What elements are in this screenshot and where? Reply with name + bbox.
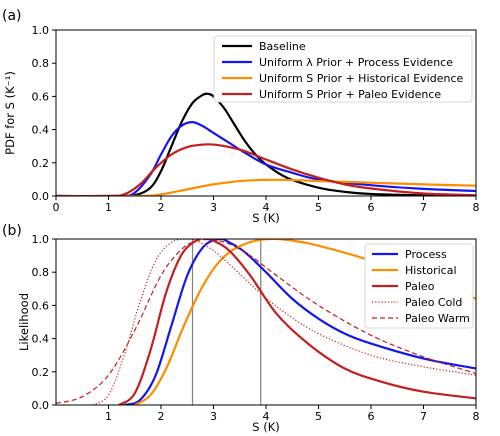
- legend-entry: Process: [405, 248, 447, 261]
- y-tick-label: 0.0: [32, 399, 50, 412]
- x-tick-label: 7: [420, 410, 427, 423]
- y-tick-label: 0.2: [32, 366, 50, 379]
- panel-b-yticks: 0.0 0.2 0.4 0.6 0.8 1.0: [32, 233, 56, 412]
- legend-entry: Uniform S Prior + Paleo Evidence: [259, 88, 441, 101]
- y-tick-label: 0.0: [32, 190, 50, 203]
- panel-a-legend-box: [213, 35, 473, 103]
- series-line: [123, 239, 476, 405]
- y-tick-label: 0.8: [32, 266, 50, 279]
- x-tick-label: 6: [368, 201, 375, 214]
- x-tick-label: 8: [473, 201, 480, 214]
- y-tick-label: 1.0: [32, 233, 50, 246]
- y-tick-label: 0.6: [32, 299, 50, 312]
- x-tick-label: 8: [473, 410, 480, 423]
- panel-b: (b) 1 2 3 4 5 6 7 8 0.0 0.2 0.4 0.6 0.8 1.0 S (K) Li…: [2, 223, 480, 434]
- legend-entry: Baseline: [259, 40, 306, 53]
- y-tick-label: 0.4: [32, 124, 50, 137]
- panel-b-series: [56, 239, 476, 405]
- x-tick-label: 2: [158, 410, 165, 423]
- x-tick-label: 7: [420, 201, 427, 214]
- panel-b-ylabel: Likelihood: [17, 293, 31, 351]
- panel-a-label: (a): [2, 8, 22, 24]
- panel-a-legend: Baseline Uniform λ Prior + Process Eviden…: [213, 35, 473, 103]
- x-tick-label: 2: [158, 201, 165, 214]
- x-tick-label: 5: [315, 201, 322, 214]
- legend-entry: Paleo Cold: [405, 296, 462, 309]
- legend-entry: Historical: [405, 264, 457, 277]
- series-line: [56, 178, 476, 196]
- legend-entry: Paleo: [405, 280, 435, 293]
- panel-a-ylabel: PDF for S (K⁻¹): [3, 71, 17, 155]
- series-line: [134, 239, 476, 405]
- panel-b-xticks: 1 2 3 4 5 6 7 8: [105, 405, 480, 423]
- panel-a-series: [56, 92, 476, 196]
- x-tick-label: 3: [210, 201, 217, 214]
- x-tick-label: 5: [315, 410, 322, 423]
- x-tick-label: 4: [263, 201, 270, 214]
- x-tick-label: 1: [105, 201, 112, 214]
- panel-b-label: (b): [2, 223, 22, 239]
- panel-b-xlabel: S (K): [252, 420, 279, 434]
- panel-a-xticks: 0 1 2 3 4 5 6 7 8: [53, 196, 480, 214]
- x-tick-label: 6: [368, 410, 375, 423]
- panel-a-yticks: 0.0 0.2 0.4 0.6 0.8 1.0: [32, 24, 56, 203]
- y-tick-label: 1.0: [32, 24, 50, 37]
- series-line: [92, 239, 476, 405]
- x-tick-label: 0: [53, 201, 60, 214]
- y-tick-label: 0.8: [32, 57, 50, 70]
- legend-entry: Uniform S Prior + Historical Evidence: [259, 72, 463, 85]
- legend-entry: Uniform λ Prior + Process Evidence: [259, 56, 453, 69]
- legend-entry: Paleo Warm: [405, 312, 470, 325]
- panel-a-xlabel: S (K): [252, 211, 279, 225]
- panel-b-legend-box: [364, 243, 474, 329]
- y-tick-label: 0.2: [32, 157, 50, 170]
- y-tick-label: 0.4: [32, 333, 50, 346]
- series-line: [56, 143, 476, 196]
- panel-b-legend: Process Historical Paleo Paleo Cold Paleo Wa…: [364, 243, 474, 329]
- panel-b-vlines: [191, 239, 262, 405]
- y-tick-label: 0.6: [32, 90, 50, 103]
- series-line: [56, 239, 476, 404]
- panel-a: (a) 0 1 2 3 4 5 6 7 8 0.0 0.2 0.4 0.6 0.8 1.0 S (K) P…: [2, 8, 480, 225]
- series-line: [118, 239, 476, 405]
- x-tick-label: 4: [263, 410, 270, 423]
- x-tick-label: 1: [105, 410, 112, 423]
- x-tick-label: 3: [210, 410, 217, 423]
